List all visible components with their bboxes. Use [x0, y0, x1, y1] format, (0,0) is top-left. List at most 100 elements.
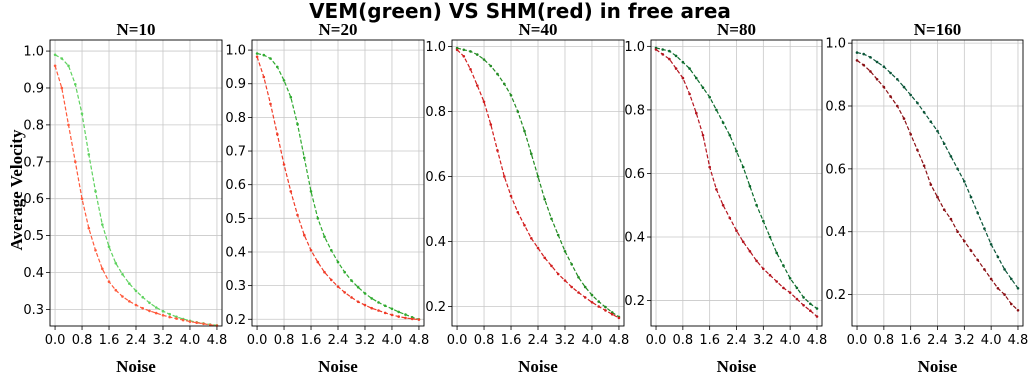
- figure-title: VEM(green) VS SHM(red) in free area: [309, 0, 731, 23]
- vem-point: [949, 155, 953, 158]
- x-axis-label: Noise: [318, 357, 358, 376]
- vem-point: [590, 293, 594, 297]
- vem-point: [782, 264, 785, 267]
- shm-point: [701, 134, 705, 137]
- shm-point: [195, 321, 198, 325]
- shm-point: [390, 313, 394, 317]
- x-tick-label: 0.8: [874, 333, 895, 348]
- shm-point: [134, 303, 138, 307]
- x-tick-label: 4.0: [582, 333, 603, 348]
- shm-point: [462, 55, 466, 58]
- vem-point: [121, 273, 124, 276]
- plot-frame: [251, 39, 425, 327]
- vem-point: [902, 85, 906, 89]
- shm-point: [356, 300, 360, 304]
- shm-point: [343, 291, 347, 294]
- vem-point: [909, 93, 912, 97]
- y-tick-label: 0.2: [425, 300, 446, 315]
- panel-4: 0.0 0.8 1.6 2.4 3.2 4.0 4.8 0.2 0.4 0.6 0.8 1.0 N=80…: [624, 20, 827, 376]
- vem-point: [728, 134, 732, 137]
- shm-point: [855, 59, 859, 62]
- shm-point: [121, 295, 124, 298]
- shm-point: [154, 311, 158, 315]
- y-tick-label: 0.7: [225, 145, 246, 160]
- vem-point: [148, 301, 151, 305]
- vem-point: [550, 217, 553, 221]
- vem-point: [476, 53, 479, 56]
- vem-point: [809, 302, 812, 306]
- shm-point: [175, 317, 178, 320]
- shm-point: [410, 317, 414, 321]
- vem-point: [383, 304, 387, 308]
- x-tick-label: 4.0: [780, 333, 801, 348]
- shm-point: [523, 224, 526, 227]
- vem-point: [296, 122, 299, 126]
- shm-point: [101, 267, 104, 271]
- y-tick-label: 0.8: [225, 111, 246, 126]
- vem-point: [516, 110, 520, 113]
- vem-point: [695, 76, 698, 80]
- vem-point: [289, 95, 293, 99]
- y-tick-label: 1.0: [425, 40, 446, 55]
- vem-point: [604, 305, 607, 309]
- vem-point: [674, 54, 678, 58]
- y-tick-label: 0.6: [624, 167, 645, 182]
- vem-point: [309, 190, 313, 193]
- shm-point: [74, 160, 77, 164]
- x-tick-label: 4.0: [382, 333, 403, 348]
- y-tick-label: 0.6: [225, 178, 246, 193]
- vem-point: [748, 184, 752, 188]
- shm-point: [809, 309, 812, 313]
- shm-point: [996, 287, 1000, 290]
- vem-point: [788, 277, 792, 280]
- y-tick-label: 0.3: [23, 303, 44, 318]
- plot-frame: [49, 39, 223, 327]
- x-tick-label: 4.8: [207, 333, 228, 348]
- panel-title: N=20: [319, 20, 358, 39]
- x-tick-label: 4.0: [180, 333, 201, 348]
- shm-point: [728, 216, 732, 220]
- x-tick-label: 2.4: [328, 333, 349, 348]
- shm-point: [496, 149, 499, 152]
- shm-point: [782, 286, 785, 290]
- shm-point: [735, 229, 738, 232]
- vem-point: [276, 65, 279, 69]
- vem-point: [916, 101, 919, 105]
- vem-point: [94, 190, 97, 193]
- vem-point: [462, 48, 466, 52]
- shm-point: [516, 211, 520, 214]
- vem-point: [469, 50, 472, 53]
- x-tick-label: 2.4: [126, 333, 147, 348]
- chart-panels: 0.0 0.8 1.6 2.4 3.2 4.0 4.80.30.40.50.60.70.80…: [23, 20, 1028, 376]
- shm-point: [417, 318, 421, 321]
- vem-point: [107, 245, 111, 248]
- y-tick-label: 1.0: [225, 44, 246, 59]
- x-tick-label: 2.4: [726, 333, 747, 348]
- vem-point: [60, 57, 64, 60]
- vem-point: [262, 53, 266, 57]
- shm-point: [370, 306, 374, 310]
- y-tick-label: 0.6: [825, 162, 846, 177]
- shm-point: [262, 75, 266, 79]
- shm-point: [922, 164, 926, 167]
- shm-point: [949, 217, 953, 221]
- vem-point: [1003, 268, 1006, 271]
- x-tick-label: 3.2: [555, 333, 576, 348]
- shm-point: [536, 246, 540, 250]
- x-tick-label: 1.6: [900, 333, 921, 348]
- vem-point: [336, 260, 340, 264]
- shm-point: [114, 288, 118, 292]
- vem-point: [929, 120, 933, 123]
- shm-point: [323, 270, 326, 274]
- shm-point: [661, 53, 664, 56]
- vem-point: [996, 255, 1000, 259]
- x-tick-label: 3.2: [954, 333, 975, 348]
- vem-point: [688, 67, 691, 70]
- vem-point: [323, 235, 326, 239]
- x-tick-label: 0.0: [646, 333, 667, 348]
- vem-point: [404, 313, 407, 316]
- vem-point: [708, 95, 711, 99]
- shm-point: [802, 304, 805, 307]
- vem-point: [363, 292, 367, 295]
- x-tick-label: 2.4: [528, 333, 549, 348]
